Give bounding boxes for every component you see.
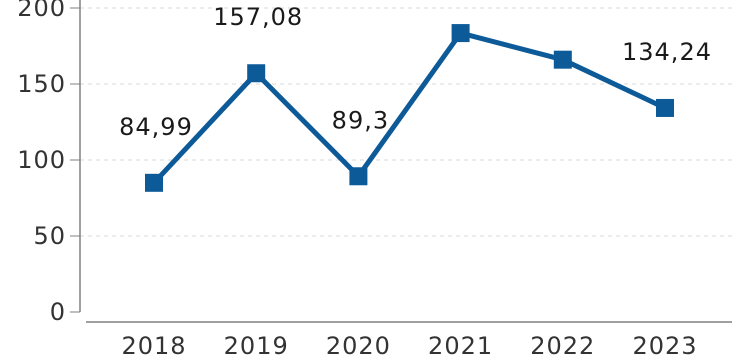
y-axis-tick-label: 0 xyxy=(50,298,66,326)
data-point-marker xyxy=(349,167,368,186)
data-label: 89,3 xyxy=(332,106,389,134)
data-point-marker xyxy=(247,64,266,83)
y-axis-tick-label: 50 xyxy=(33,222,66,250)
x-axis-tick-label: 2023 xyxy=(632,332,697,356)
data-point-marker xyxy=(553,50,572,69)
x-axis-tick-label: 2018 xyxy=(121,332,186,356)
data-point-marker xyxy=(145,173,163,192)
data-point-marker xyxy=(451,24,470,43)
data-labels: 84,99 157,08 89,3 134,24 xyxy=(119,3,712,141)
series-line xyxy=(151,30,668,186)
y-axis-tick-label: 100 xyxy=(17,146,66,174)
x-axis-tick-label: 2021 xyxy=(428,332,493,356)
x-axis-tick-label: 2020 xyxy=(326,332,391,356)
data-point-marker xyxy=(656,98,674,117)
x-axis-tick-label: 2019 xyxy=(224,332,289,356)
series-line-group xyxy=(151,30,668,186)
y-axis-tick-labels: 0 50 100 150 200 xyxy=(17,0,66,326)
y-axis-tick-label: 150 xyxy=(17,70,66,98)
y-axis-tick-label: 200 xyxy=(17,0,66,22)
data-label: 84,99 xyxy=(119,113,193,141)
data-label: 157,08 xyxy=(213,3,303,31)
axes xyxy=(70,0,732,323)
x-axis-tick-labels: 2018 2019 2020 2021 2022 2023 xyxy=(121,332,697,356)
series-markers xyxy=(145,24,674,192)
x-axis-tick-label: 2022 xyxy=(530,332,595,356)
data-label: 134,24 xyxy=(622,38,712,66)
